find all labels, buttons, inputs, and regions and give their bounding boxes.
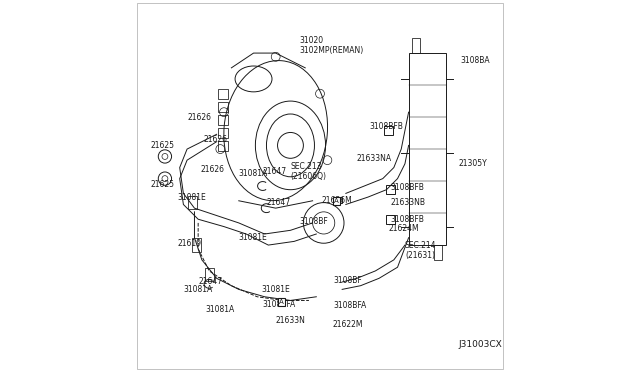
Text: 21636M: 21636M [322,196,353,205]
Text: 21626: 21626 [200,165,224,174]
Text: 3108BFB: 3108BFB [390,183,424,192]
Bar [192,238,201,252]
Text: 31081E: 31081E [178,193,207,202]
Bar [386,185,395,194]
Text: 3108BFA: 3108BFA [333,301,366,311]
Text: 31081E: 31081E [239,233,268,242]
Bar [408,53,445,245]
Text: A: A [279,299,284,305]
Text: 3108BFB: 3108BFB [370,122,404,131]
Text: 21625: 21625 [150,141,174,150]
Text: 21647: 21647 [266,198,291,207]
Bar [384,126,393,135]
Bar [435,245,442,260]
Text: SEC.213
(21606Q): SEC.213 (21606Q) [291,161,326,181]
Text: 21622M: 21622M [333,320,364,329]
Text: 21626: 21626 [187,113,211,122]
Text: 31081A: 31081A [184,285,212,294]
Text: A: A [334,198,339,204]
Bar [218,141,228,151]
Text: 21305Y: 21305Y [458,159,487,169]
Bar [205,268,214,281]
Text: 21626: 21626 [204,135,228,144]
Bar [188,196,197,209]
Bar [218,102,228,112]
Text: 21619: 21619 [178,239,202,248]
Text: SEC.214
(21631): SEC.214 (21631) [405,241,436,260]
Text: 21625: 21625 [150,180,174,189]
Text: 31081A: 31081A [205,305,235,314]
Text: 3108BFB: 3108BFB [390,215,424,224]
Text: 21633NB: 21633NB [390,198,425,207]
Text: 3108BF: 3108BF [300,217,328,225]
Text: 21647: 21647 [263,167,287,176]
Text: 21633N: 21633N [276,316,305,325]
Bar [337,197,342,203]
Text: 31081E: 31081E [261,285,290,294]
Text: 3108BFA: 3108BFA [263,300,296,309]
Text: 3108BF: 3108BF [333,276,362,285]
Text: 31020
3102MP(REMAN): 31020 3102MP(REMAN) [300,36,364,55]
Bar [412,38,420,53]
Text: 31081A: 31081A [239,169,268,177]
Text: 21647: 21647 [198,278,222,286]
Bar [386,215,395,224]
Text: 3108BA: 3108BA [460,56,490,65]
Text: J31003CX: J31003CX [458,340,502,349]
Bar [218,89,228,99]
Bar [218,115,228,125]
Text: 21633NA: 21633NA [357,154,392,163]
Text: 21624M: 21624M [388,224,419,233]
Bar [218,128,228,138]
